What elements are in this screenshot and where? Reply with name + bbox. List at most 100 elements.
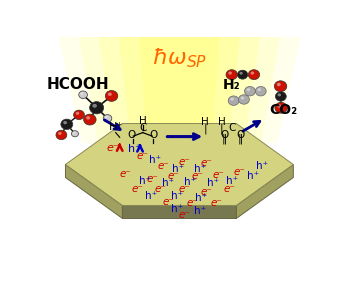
Polygon shape — [65, 123, 293, 205]
Polygon shape — [78, 32, 281, 143]
Text: h⁺: h⁺ — [172, 164, 184, 174]
Text: e⁻: e⁻ — [157, 161, 169, 171]
Circle shape — [237, 70, 248, 79]
Text: $\hbar\omega_{SP}$: $\hbar\omega_{SP}$ — [152, 46, 207, 70]
Circle shape — [86, 116, 90, 119]
Text: e⁻: e⁻ — [191, 171, 203, 181]
Circle shape — [80, 92, 83, 95]
Text: ‖: ‖ — [222, 134, 227, 144]
Text: h⁺: h⁺ — [226, 176, 238, 186]
Text: e⁻: e⁻ — [233, 167, 245, 177]
Text: e⁻: e⁻ — [179, 157, 191, 167]
Circle shape — [244, 87, 256, 96]
Text: e⁻: e⁻ — [213, 170, 225, 180]
Circle shape — [228, 96, 239, 105]
Text: e⁻: e⁻ — [106, 143, 119, 154]
Text: h⁺: h⁺ — [194, 206, 206, 216]
Polygon shape — [65, 165, 122, 219]
Circle shape — [105, 116, 108, 119]
Text: h⁺: h⁺ — [139, 176, 152, 186]
Circle shape — [251, 72, 254, 75]
Circle shape — [228, 72, 232, 75]
Circle shape — [278, 93, 281, 96]
Text: h⁺: h⁺ — [162, 178, 175, 188]
Circle shape — [61, 119, 73, 130]
Circle shape — [241, 96, 244, 99]
Circle shape — [92, 104, 97, 108]
Circle shape — [277, 83, 281, 86]
Circle shape — [277, 104, 281, 108]
Text: h⁺: h⁺ — [128, 144, 141, 154]
Text: H₂: H₂ — [223, 78, 240, 92]
Circle shape — [105, 91, 118, 101]
Text: |: | — [203, 124, 207, 134]
Text: h⁺: h⁺ — [256, 161, 268, 171]
Polygon shape — [118, 32, 240, 143]
Text: e⁻: e⁻ — [154, 184, 166, 194]
Circle shape — [90, 102, 104, 114]
Text: e⁻: e⁻ — [168, 171, 180, 181]
Text: H: H — [218, 117, 225, 127]
Text: h⁺: h⁺ — [207, 178, 219, 188]
Text: O: O — [236, 130, 245, 141]
Text: C: C — [139, 123, 146, 134]
Text: H: H — [139, 116, 147, 126]
Text: |: | — [219, 124, 223, 134]
Text: e⁻: e⁻ — [201, 158, 212, 168]
Text: H⁺: H⁺ — [108, 122, 123, 132]
Polygon shape — [236, 165, 293, 219]
Text: e⁻: e⁻ — [137, 151, 149, 161]
Text: e⁻: e⁻ — [201, 187, 212, 197]
Circle shape — [76, 112, 79, 115]
Circle shape — [103, 115, 112, 122]
Circle shape — [79, 91, 88, 99]
Text: h⁺: h⁺ — [195, 192, 207, 203]
Circle shape — [71, 131, 78, 137]
Polygon shape — [98, 32, 261, 143]
Text: ‖: ‖ — [238, 134, 243, 144]
Circle shape — [226, 70, 237, 80]
Text: e⁻: e⁻ — [131, 184, 143, 194]
Text: e⁻: e⁻ — [179, 184, 191, 194]
Circle shape — [247, 88, 250, 91]
Circle shape — [108, 92, 112, 96]
Text: C: C — [229, 123, 236, 133]
Text: e⁻: e⁻ — [163, 197, 174, 207]
Text: e⁻: e⁻ — [187, 199, 199, 208]
Text: O: O — [149, 130, 158, 141]
Text: O: O — [220, 130, 228, 141]
Circle shape — [74, 110, 84, 119]
Circle shape — [63, 121, 67, 124]
Circle shape — [274, 81, 287, 92]
Circle shape — [73, 132, 75, 134]
Text: h⁺: h⁺ — [184, 177, 196, 187]
Text: HCOOH: HCOOH — [47, 77, 109, 91]
Text: h⁺: h⁺ — [170, 191, 183, 201]
Polygon shape — [139, 32, 220, 143]
Circle shape — [255, 87, 266, 96]
Text: h⁺: h⁺ — [170, 204, 183, 214]
Circle shape — [230, 98, 234, 101]
Text: O: O — [128, 130, 136, 141]
Circle shape — [238, 95, 249, 104]
Circle shape — [275, 102, 287, 113]
Polygon shape — [122, 205, 236, 219]
Circle shape — [56, 130, 67, 140]
Text: e⁻: e⁻ — [224, 184, 236, 194]
Circle shape — [239, 72, 243, 75]
Text: CO₂: CO₂ — [269, 103, 297, 117]
Polygon shape — [57, 32, 301, 143]
Text: e⁻: e⁻ — [179, 210, 191, 220]
Text: H: H — [201, 117, 209, 127]
Circle shape — [248, 70, 260, 80]
Circle shape — [258, 88, 261, 91]
Text: e⁻: e⁻ — [146, 174, 158, 184]
Circle shape — [58, 132, 62, 135]
Text: e⁻: e⁻ — [119, 169, 131, 179]
Text: h⁺: h⁺ — [246, 171, 259, 181]
Circle shape — [84, 114, 96, 125]
Text: h⁺: h⁺ — [194, 164, 206, 174]
Text: h⁺: h⁺ — [149, 155, 161, 165]
Text: h⁺: h⁺ — [145, 191, 157, 201]
Text: e⁻: e⁻ — [210, 199, 222, 208]
